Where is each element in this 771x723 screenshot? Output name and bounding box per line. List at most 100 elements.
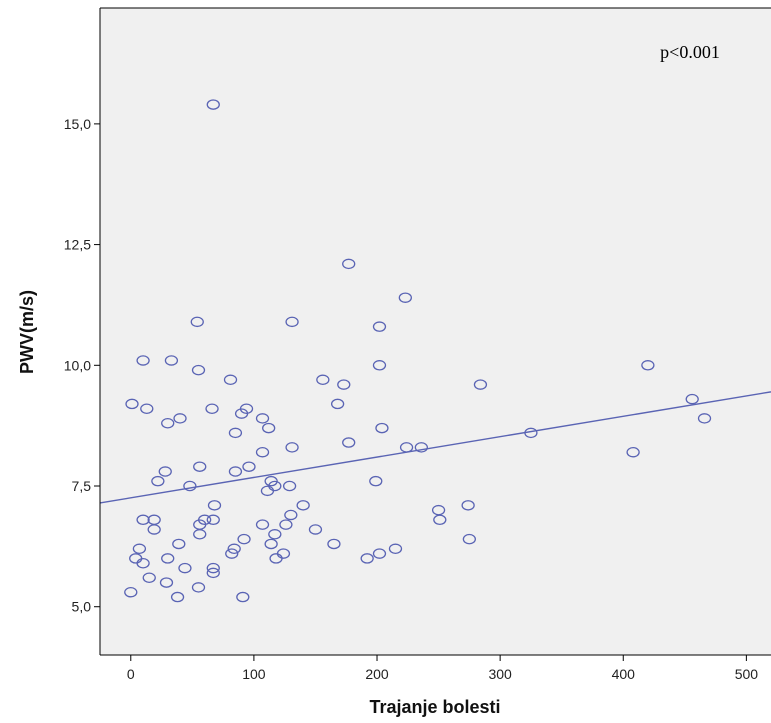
- x-tick-label: 200: [365, 666, 389, 682]
- data-point: [433, 514, 447, 526]
- data-point: [237, 533, 251, 545]
- data-point: [206, 99, 220, 110]
- data-point: [206, 514, 220, 526]
- data-point: [399, 442, 414, 453]
- y-tick-label: 15,0: [64, 116, 91, 132]
- data-point: [626, 446, 640, 458]
- data-point: [462, 533, 477, 545]
- data-point: [236, 591, 250, 603]
- data-point: [279, 519, 293, 530]
- data-point: [228, 466, 243, 477]
- x-tick-label: 100: [242, 666, 266, 682]
- data-point: [398, 292, 412, 303]
- y-axis-title: PWV(m/s): [17, 290, 37, 374]
- data-point: [269, 553, 283, 564]
- data-point: [372, 321, 387, 332]
- regression-line: [99, 391, 771, 504]
- data-point: [124, 586, 138, 598]
- data-point: [147, 524, 161, 535]
- data-point: [206, 567, 220, 579]
- y-tick-label: 10,0: [64, 357, 91, 373]
- data-point: [372, 548, 387, 559]
- data-point: [206, 562, 220, 574]
- data-point: [524, 427, 538, 439]
- data-point: [375, 422, 389, 434]
- data-point: [473, 379, 488, 390]
- data-point: [641, 360, 655, 371]
- data-point: [461, 500, 475, 511]
- data-point: [342, 258, 356, 270]
- data-point: [161, 417, 175, 429]
- data-point: [207, 500, 222, 511]
- data-point: [136, 355, 150, 366]
- points-layer: [124, 99, 712, 603]
- data-point: [282, 480, 297, 492]
- data-point: [132, 543, 147, 555]
- data-point: [151, 475, 165, 487]
- data-point: [372, 360, 387, 371]
- y-tick-label: 12,5: [64, 237, 91, 253]
- data-point: [697, 413, 712, 424]
- data-point: [223, 374, 238, 386]
- data-point: [284, 509, 298, 521]
- data-point: [285, 442, 299, 453]
- x-tick-label: 400: [612, 666, 636, 682]
- data-point: [173, 413, 187, 424]
- data-point: [136, 558, 150, 569]
- data-point: [260, 485, 275, 497]
- data-point: [330, 398, 345, 410]
- axes-layer: 5,0 7,5 10,0 12,5 15,0 0 100 200 300 400 500: [64, 7, 771, 682]
- data-point: [264, 538, 278, 550]
- data-point: [342, 437, 356, 448]
- data-point: [190, 316, 204, 328]
- data-point: [268, 529, 282, 540]
- x-tick-label: 500: [735, 666, 759, 682]
- y-tick-label: 5,0: [72, 599, 92, 615]
- data-point: [136, 514, 150, 526]
- data-point: [227, 543, 241, 555]
- data-point: [414, 442, 428, 453]
- data-point: [191, 364, 206, 376]
- data-point: [296, 500, 310, 511]
- data-point: [239, 403, 254, 415]
- data-point: [360, 553, 374, 564]
- data-point: [159, 577, 174, 588]
- data-point: [255, 519, 270, 530]
- data-point: [255, 446, 270, 458]
- data-point: [316, 374, 330, 386]
- data-point: [327, 538, 341, 550]
- y-tick-label: 7,5: [72, 478, 92, 494]
- data-point: [228, 427, 243, 439]
- data-point: [369, 475, 383, 487]
- data-point: [225, 548, 239, 559]
- data-point: [142, 572, 156, 583]
- p-value-annotation: p<0.001: [660, 42, 720, 62]
- fit-line-layer: [99, 391, 771, 504]
- data-point: [285, 316, 299, 328]
- data-point: [183, 480, 197, 492]
- data-point: [308, 524, 323, 535]
- data-point: [191, 582, 206, 593]
- data-point: [205, 403, 219, 415]
- data-point: [193, 461, 207, 472]
- data-point: [140, 403, 154, 415]
- data-point: [388, 543, 403, 555]
- data-point: [178, 562, 192, 574]
- data-point: [255, 413, 270, 424]
- x-axis-title: Trajanje bolesti: [369, 697, 500, 717]
- data-point: [161, 553, 175, 564]
- data-point: [125, 398, 139, 410]
- data-point: [158, 466, 172, 477]
- data-point: [170, 591, 185, 603]
- data-point: [242, 461, 256, 472]
- data-point: [262, 422, 276, 434]
- data-point: [172, 538, 186, 550]
- data-point: [193, 529, 207, 540]
- data-point: [685, 393, 699, 405]
- x-tick-label: 0: [127, 666, 135, 682]
- x-tick-label: 300: [488, 666, 512, 682]
- data-point: [164, 355, 179, 366]
- data-point: [337, 379, 351, 390]
